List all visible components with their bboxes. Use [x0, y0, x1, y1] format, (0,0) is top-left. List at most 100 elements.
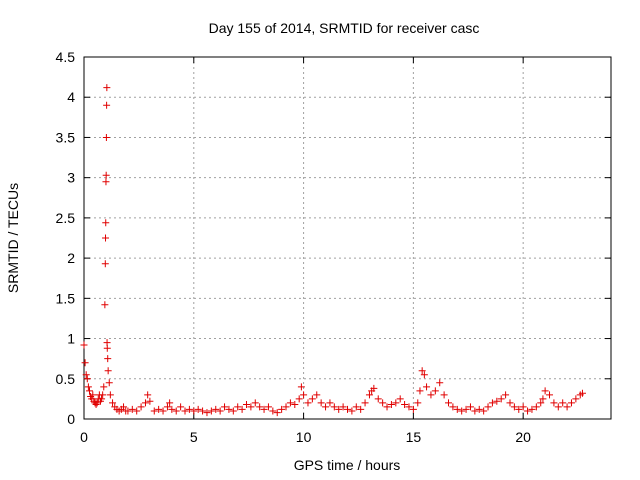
data-point	[392, 399, 400, 407]
data-point	[216, 407, 224, 415]
data-point	[462, 405, 470, 413]
data-point	[256, 403, 264, 411]
data-point	[120, 403, 128, 411]
data-point	[420, 371, 428, 379]
plot-frame	[83, 56, 612, 420]
data-point	[185, 405, 193, 413]
y-axis-label: SRMTID / TECUs	[5, 183, 21, 293]
data-point	[203, 409, 211, 417]
data-point	[141, 399, 149, 407]
data-point	[103, 84, 111, 92]
data-point	[225, 405, 233, 413]
data-point	[229, 407, 237, 415]
data-point	[409, 405, 417, 413]
data-point	[137, 403, 145, 411]
data-point	[83, 375, 91, 383]
data-point	[539, 395, 547, 403]
data-point	[578, 389, 586, 397]
y-tick-label: 0.5	[56, 371, 76, 387]
data-point	[313, 391, 321, 399]
data-point	[93, 399, 101, 407]
data-point	[546, 391, 554, 399]
data-point	[85, 387, 93, 395]
data-point	[92, 401, 100, 409]
data-point	[559, 399, 567, 407]
data-point	[84, 383, 92, 391]
data-point	[150, 407, 158, 415]
data-point	[304, 399, 312, 407]
data-point	[519, 403, 527, 411]
data-point	[348, 407, 356, 415]
data-point	[102, 171, 110, 179]
data-point	[317, 399, 325, 407]
y-tick-label: 4	[67, 89, 75, 105]
data-point	[524, 407, 532, 415]
data-point	[475, 405, 483, 413]
axis-ticks: 0 0.5 1 1.5 2 2.5 3 3.5 4 4.5 0 5 10 15 20	[56, 49, 611, 445]
data-point	[453, 405, 461, 413]
data-point	[383, 403, 391, 411]
data-point	[339, 403, 347, 411]
data-point	[89, 391, 97, 399]
y-tick-label: 4.5	[56, 49, 76, 65]
data-point	[264, 403, 272, 411]
data-point	[297, 383, 305, 391]
data-point	[357, 405, 365, 413]
data-point	[104, 355, 112, 363]
data-point	[431, 387, 439, 395]
data-point	[554, 403, 562, 411]
data-point	[510, 403, 518, 411]
data-point	[291, 401, 299, 409]
data-point	[449, 403, 457, 411]
data-point	[528, 405, 536, 413]
data-point	[414, 399, 422, 407]
y-tick-label: 1	[67, 331, 75, 347]
data-point	[207, 407, 215, 415]
x-tick-label: 0	[80, 429, 88, 445]
data-point	[416, 387, 424, 395]
data-point	[370, 384, 378, 392]
data-point	[102, 178, 110, 186]
x-axis-label: GPS time / hours	[294, 457, 401, 473]
data-point	[102, 234, 110, 242]
data-point	[550, 399, 558, 407]
data-point	[101, 260, 109, 268]
data-point	[396, 395, 404, 403]
data-point	[98, 395, 106, 403]
data-point	[181, 407, 189, 415]
data-point	[405, 403, 413, 411]
data-point	[572, 395, 580, 403]
data-point	[247, 403, 255, 411]
data-point	[269, 407, 277, 415]
x-tick-label: 10	[296, 429, 312, 445]
data-point	[484, 403, 492, 411]
data-point	[105, 379, 113, 387]
data-point	[103, 344, 111, 352]
data-point	[493, 397, 501, 405]
data-point	[401, 401, 409, 409]
data-point	[458, 407, 466, 415]
data-point	[242, 401, 250, 409]
data-point	[82, 371, 90, 379]
x-tick-label: 20	[515, 429, 531, 445]
data-point	[102, 133, 110, 141]
data-point	[168, 405, 176, 413]
data-point	[506, 399, 514, 407]
data-point	[124, 407, 132, 415]
data-point	[273, 409, 281, 417]
data-point	[532, 403, 540, 411]
data-point	[282, 403, 290, 411]
gridlines	[84, 57, 611, 419]
data-point	[81, 359, 89, 367]
data-point	[103, 101, 111, 109]
data-points	[80, 84, 586, 417]
data-point	[418, 367, 426, 375]
data-point	[352, 403, 360, 411]
data-point	[172, 407, 180, 415]
y-tick-label: 0	[67, 411, 75, 427]
x-tick-label: 15	[406, 429, 422, 445]
data-point	[466, 403, 474, 411]
data-point	[190, 407, 198, 415]
data-point	[106, 391, 114, 399]
